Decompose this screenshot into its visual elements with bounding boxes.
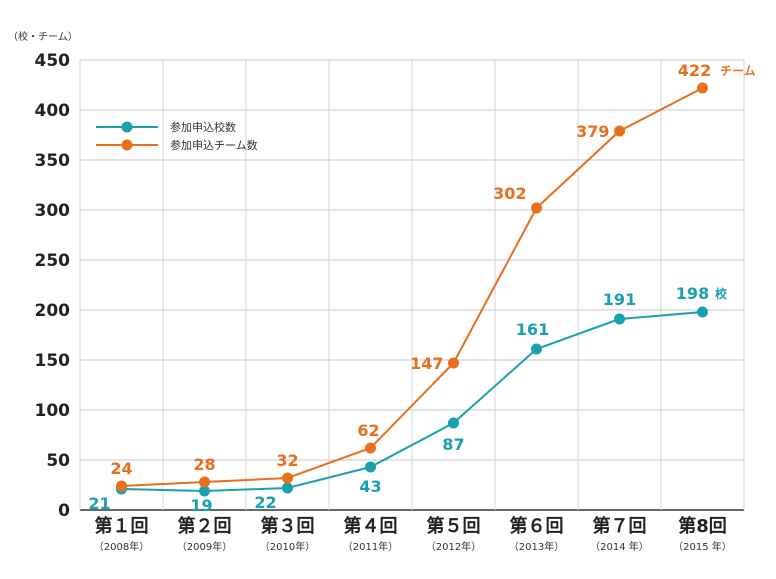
data-label: 21 [88, 494, 110, 513]
data-point [116, 480, 127, 492]
y-tick-label: 150 [35, 351, 71, 371]
unit-label: （校・チーム） [8, 30, 78, 43]
y-tick-label: 250 [35, 251, 71, 271]
y-tick-label: 350 [35, 151, 71, 171]
x-tick-year: （2015 年） [673, 540, 732, 553]
x-tick-label: 第６回 [510, 515, 564, 537]
y-tick-label: 50 [46, 451, 70, 471]
x-tick-year: （2011年） [343, 540, 398, 553]
data-label: 19 [190, 496, 212, 515]
data-point [697, 82, 708, 94]
x-tick-year: （2013年） [509, 540, 564, 553]
series-lines [116, 82, 708, 497]
data-point [614, 125, 625, 137]
final-value-suffix: 校 [715, 286, 728, 301]
data-label: 62 [357, 421, 379, 440]
x-tick-label: 第４回 [344, 515, 398, 537]
data-label: 302 [493, 184, 526, 203]
data-label: 22 [254, 493, 276, 512]
data-point [199, 476, 210, 488]
x-tick-label: 第７回 [593, 515, 647, 537]
legend-label: 参加申込校数 [170, 120, 236, 134]
data-label: 198 [676, 284, 709, 303]
x-tick-label: 第１回 [95, 515, 149, 537]
legend-label: 参加申込チーム数 [170, 138, 258, 152]
legend-swatch-marker [121, 139, 133, 151]
data-labels: 21 19 22 43 87 161 191 198 校 24 28 32 62 147 302 379 422… [88, 61, 755, 515]
data-label: 32 [276, 451, 298, 470]
data-label: 87 [442, 435, 464, 454]
y-tick-label: 300 [35, 201, 71, 221]
final-value-suffix: チーム [720, 64, 756, 78]
y-tick-label: 200 [35, 301, 71, 321]
gridlines [79, 59, 745, 511]
data-label: 379 [576, 122, 609, 141]
data-point [448, 357, 459, 369]
x-tick-label: 第５回 [427, 515, 481, 537]
data-point [448, 417, 459, 429]
data-point [614, 313, 625, 325]
y-tick-label: 400 [35, 101, 71, 121]
x-tick-label: 第8回 [678, 515, 727, 537]
x-tick-year: （2010年） [260, 540, 315, 553]
data-label: 24 [110, 459, 132, 478]
data-label: 147 [410, 354, 443, 373]
data-point [365, 442, 376, 454]
data-point [697, 306, 708, 318]
data-point [199, 485, 210, 497]
x-tick-label: 第２回 [178, 515, 232, 537]
series-line-1 [121, 87, 703, 487]
y-tick-label: 450 [35, 51, 71, 71]
x-tick-label: 第３回 [261, 515, 315, 537]
x-tick-year: （2014 年） [590, 540, 649, 553]
data-label: 191 [603, 290, 636, 309]
data-label: 161 [516, 320, 549, 339]
series-line-0 [121, 311, 703, 493]
y-tick-label: 0 [58, 501, 70, 521]
data-point [365, 461, 376, 473]
x-axis-ticks: 第１回 （2008年） 第２回 （2009年） 第３回 （2010年） 第４回 （2011年）… [94, 515, 732, 553]
x-tick-year: （2008年） [94, 540, 149, 553]
data-label: 422 [678, 61, 711, 80]
data-point [531, 343, 542, 355]
x-tick-year: （2009年） [177, 540, 232, 553]
data-label: 43 [359, 477, 381, 496]
x-tick-year: （2012年） [426, 540, 481, 553]
data-point [282, 482, 293, 494]
y-tick-label: 100 [35, 401, 71, 421]
legend-swatch-marker [121, 121, 133, 133]
data-point [282, 472, 293, 484]
y-axis-ticks: 0 50 100 150 200 250 300 350 400 450 [35, 51, 71, 521]
data-label: 28 [193, 455, 215, 474]
data-point [531, 202, 542, 214]
